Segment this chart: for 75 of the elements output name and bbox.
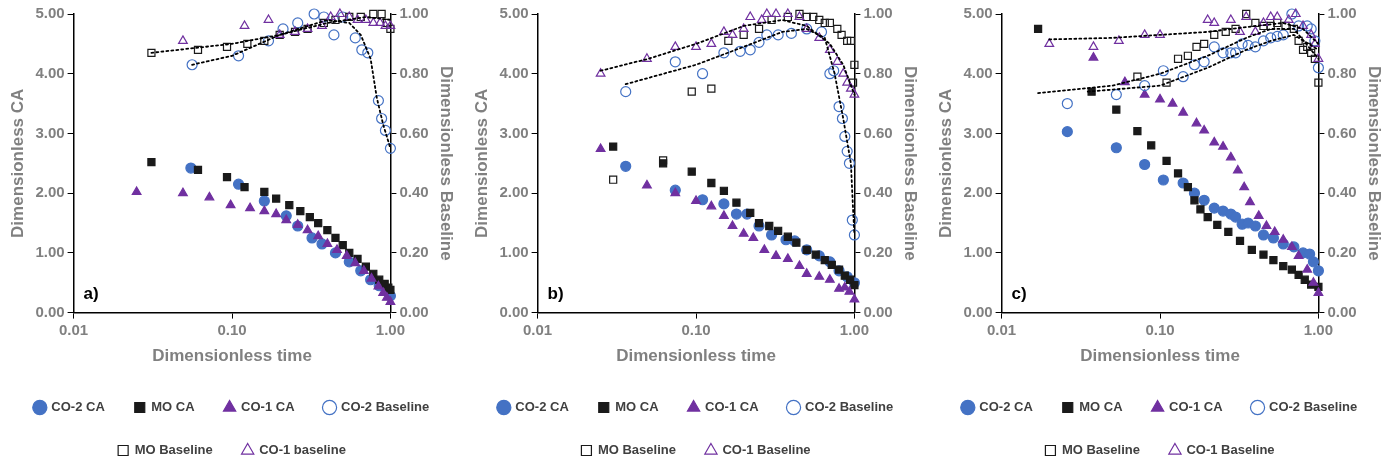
y2-tick-label: 0.80 xyxy=(1327,63,1357,81)
y-tick-label: 5.00 xyxy=(963,4,993,22)
y2-tick-label: 0.60 xyxy=(863,123,893,141)
annotation: a) xyxy=(83,283,99,303)
legend-label: MO Baseline xyxy=(1061,442,1140,458)
x-axis-title: Dimensionless time xyxy=(616,346,776,366)
x-axis-title: Dimensionless time xyxy=(152,346,312,366)
y2-tick-label: 0.60 xyxy=(1327,123,1357,141)
y2-tick-label: 0.80 xyxy=(399,63,429,81)
y2-tick-label: 1.00 xyxy=(1327,4,1357,22)
y2-tick-label: 0.20 xyxy=(1327,243,1357,261)
legend-label: CO-1 Baseline xyxy=(1186,442,1275,458)
annotation: c) xyxy=(1011,283,1027,303)
y-tick-label: 3.00 xyxy=(963,123,993,141)
y-tick-label: 3.00 xyxy=(35,123,65,141)
legend-label: CO-2 CA xyxy=(51,399,106,415)
y2-tick-label: 0.60 xyxy=(399,123,429,141)
y2-tick-label: 1.00 xyxy=(399,4,429,22)
y2-tick-label: 0.80 xyxy=(863,63,893,81)
legend-label: MO CA xyxy=(151,399,196,415)
y-tick-label: 2.00 xyxy=(499,183,529,201)
legend-label: CO-1 Baseline xyxy=(722,442,811,458)
y2-axis-title: Dimensionless Baseline xyxy=(1365,65,1385,261)
y2-tick-label: 0.40 xyxy=(863,183,893,201)
y-tick-label: 4.00 xyxy=(35,63,65,81)
y-tick-label: 1.00 xyxy=(499,243,529,261)
y2-tick-label: 0.00 xyxy=(1327,302,1357,320)
y2-tick-label: 0.20 xyxy=(863,243,893,261)
legend-label: MO CA xyxy=(1079,399,1124,415)
legend-label: CO-1 CA xyxy=(1169,399,1224,415)
x-axis-title: Dimensionless time xyxy=(1080,346,1240,366)
annotation: b) xyxy=(547,283,564,303)
y2-tick-label: 0.40 xyxy=(399,183,429,201)
x-tick-label: 0.10 xyxy=(1145,320,1175,338)
y-tick-label: 0.00 xyxy=(499,302,529,320)
y2-tick-label: 1.00 xyxy=(863,4,893,22)
y-tick-label: 0.00 xyxy=(963,302,993,320)
legend-label: CO-2 CA xyxy=(515,399,570,415)
x-tick-label: 0.01 xyxy=(522,320,553,338)
y-tick-label: 2.00 xyxy=(963,183,993,201)
legend-label: CO-2 Baseline xyxy=(805,399,894,415)
y-tick-label: 5.00 xyxy=(499,4,529,22)
legend-label: MO CA xyxy=(615,399,660,415)
y-axis-title: Dimensionless CA xyxy=(935,88,955,238)
legend-label: CO-1 CA xyxy=(705,399,760,415)
y-tick-label: 0.00 xyxy=(35,302,65,320)
y-tick-label: 4.00 xyxy=(499,63,529,81)
y2-tick-label: 0.00 xyxy=(863,302,893,320)
y-axis-title: Dimensionless CA xyxy=(471,88,491,238)
x-tick-label: 0.01 xyxy=(58,320,89,338)
y2-tick-label: 0.00 xyxy=(399,302,429,320)
legend-label: CO-2 Baseline xyxy=(341,399,430,415)
y-tick-label: 5.00 xyxy=(35,4,65,22)
y-tick-label: 3.00 xyxy=(499,123,529,141)
y-tick-label: 1.00 xyxy=(963,243,993,261)
legend-label: CO-2 CA xyxy=(979,399,1034,415)
x-tick-label: 0.10 xyxy=(217,320,247,338)
y-tick-label: 2.00 xyxy=(35,183,65,201)
y2-axis-title: Dimensionless Baseline xyxy=(437,65,457,261)
y-axis-title: Dimensionless CA xyxy=(7,88,27,238)
y-tick-label: 1.00 xyxy=(35,243,65,261)
x-tick-label: 1.00 xyxy=(1303,320,1334,338)
x-tick-label: 0.10 xyxy=(681,320,711,338)
y2-tick-label: 0.40 xyxy=(1327,183,1357,201)
x-tick-label: 1.00 xyxy=(839,320,870,338)
y-tick-label: 4.00 xyxy=(963,63,993,81)
y2-tick-label: 0.20 xyxy=(399,243,429,261)
x-tick-label: 1.00 xyxy=(375,320,406,338)
legend-label: CO-2 Baseline xyxy=(1269,399,1358,415)
legend-label: MO Baseline xyxy=(134,442,213,458)
legend-label: MO Baseline xyxy=(597,442,676,458)
x-tick-label: 0.01 xyxy=(986,320,1017,338)
y2-axis-title: Dimensionless Baseline xyxy=(901,65,921,261)
legend-label: CO-1 baseline xyxy=(259,442,346,458)
legend-label: CO-1 CA xyxy=(241,399,296,415)
